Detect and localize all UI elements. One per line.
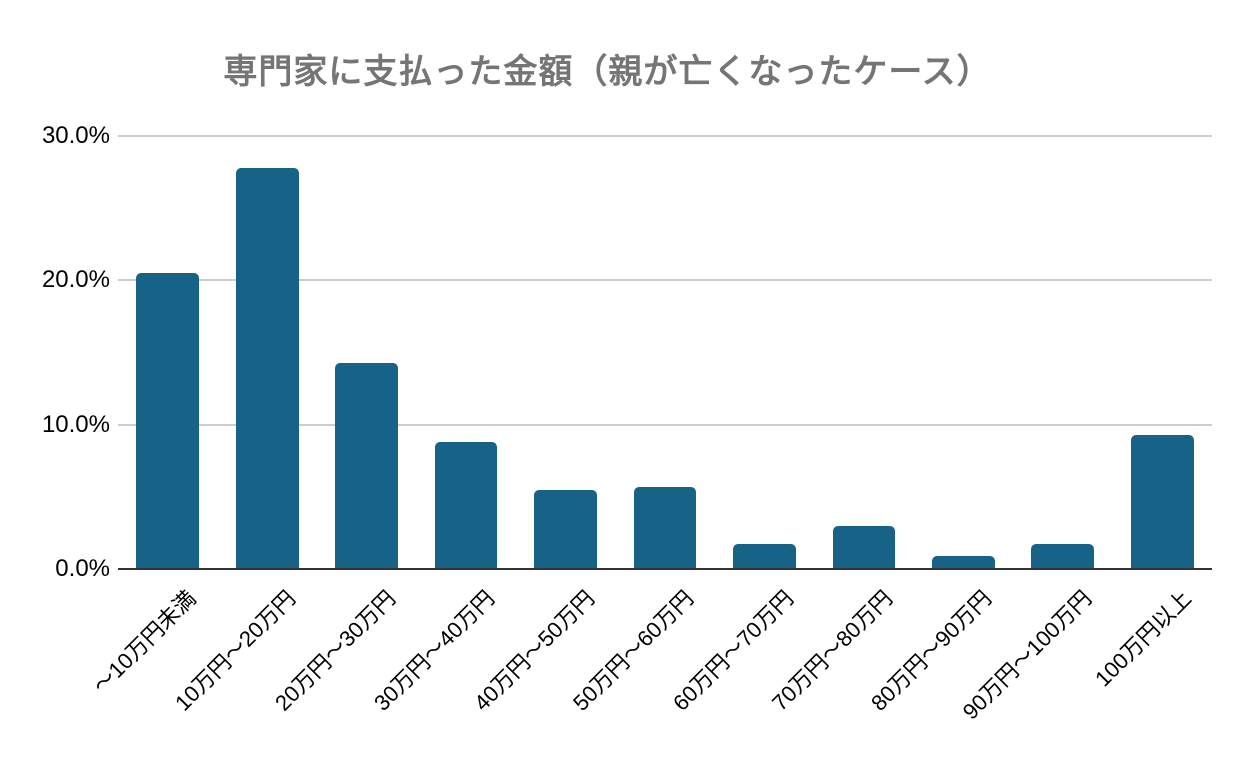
y-axis: 0.0% 10.0% 20.0% 30.0% bbox=[0, 122, 110, 582]
bar bbox=[1130, 434, 1194, 569]
y-axis-tick-label: 0.0% bbox=[55, 555, 110, 582]
y-axis-tick-label: 30.0% bbox=[41, 122, 110, 149]
bar-slot bbox=[814, 136, 913, 569]
bar-slot bbox=[1013, 136, 1112, 569]
plot-area bbox=[118, 135, 1212, 570]
x-axis-tick-label: 100万円以上 bbox=[1089, 585, 1196, 692]
x-axis: ～10万円未満 10万円～20万円 20万円～30万円 30万円～40万円 40万円～5… bbox=[88, 572, 1212, 772]
bar-slot bbox=[217, 136, 316, 569]
bar-slot bbox=[914, 136, 1013, 569]
bar-slot bbox=[615, 136, 714, 569]
bar-slot bbox=[516, 136, 615, 569]
y-axis-tick-label: 10.0% bbox=[41, 410, 110, 438]
y-axis-tick-label: 20.0% bbox=[41, 266, 110, 294]
bar bbox=[534, 489, 597, 569]
bar bbox=[136, 273, 200, 569]
gridline bbox=[118, 423, 1212, 426]
bar bbox=[932, 556, 995, 569]
gridline bbox=[118, 279, 1212, 282]
chart-title: 専門家に支払った金額（親が亡くなったケース） bbox=[223, 53, 992, 91]
gridline bbox=[118, 135, 1212, 137]
bar bbox=[434, 442, 498, 569]
x-axis-line bbox=[118, 568, 1212, 570]
bars-container bbox=[118, 136, 1212, 569]
bar bbox=[335, 362, 398, 569]
bar bbox=[633, 486, 697, 569]
bar-slot bbox=[715, 136, 814, 569]
bar-slot bbox=[317, 136, 416, 569]
bar bbox=[235, 167, 299, 569]
bar bbox=[832, 525, 896, 569]
bar-slot bbox=[118, 136, 217, 569]
bar-slot bbox=[416, 136, 515, 569]
bar-slot bbox=[1113, 136, 1212, 569]
bar bbox=[1031, 544, 1095, 569]
bar bbox=[733, 544, 796, 569]
